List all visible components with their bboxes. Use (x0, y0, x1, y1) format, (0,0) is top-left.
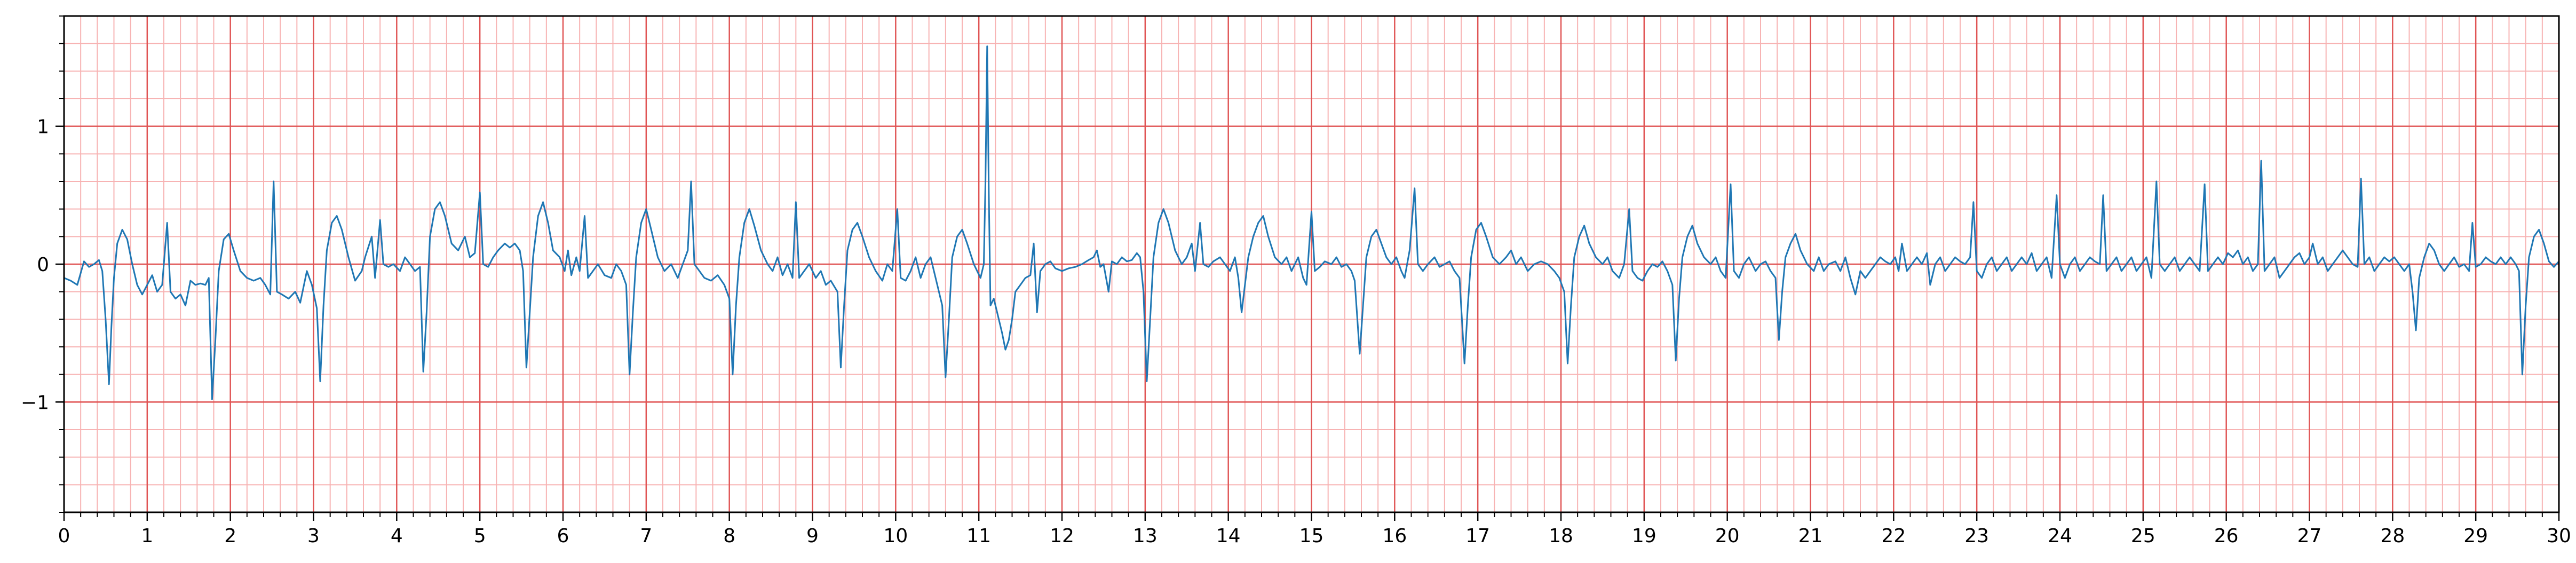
x-tick-label: 14 (1216, 525, 1241, 547)
x-tick-label: 10 (883, 525, 908, 547)
y-tick-label: 1 (37, 116, 49, 138)
x-tick-label: 30 (2547, 525, 2571, 547)
x-tick-label: 19 (1632, 525, 1656, 547)
x-tick-label: 18 (1549, 525, 1573, 547)
x-tick-label: 6 (557, 525, 569, 547)
x-tick-label: 11 (966, 525, 991, 547)
x-tick-label: 9 (806, 525, 819, 547)
x-tick-label: 24 (2048, 525, 2072, 547)
x-tick-label: 7 (640, 525, 652, 547)
x-tick-label: 23 (1964, 525, 1989, 547)
y-tick-label: −1 (21, 392, 49, 414)
major-gridlines (63, 16, 2560, 512)
x-tick-label: 8 (723, 525, 735, 547)
x-tick-label: 15 (1299, 525, 1324, 547)
x-tick-label: 5 (474, 525, 486, 547)
x-tick-label: 25 (2131, 525, 2155, 547)
x-tick-label: 0 (58, 525, 70, 547)
x-tick-label: 2 (224, 525, 236, 547)
ecg-trace-line (64, 45, 2560, 400)
x-tick-label: 4 (391, 525, 403, 547)
x-tick-label: 28 (2380, 525, 2405, 547)
x-tick-label: 3 (307, 525, 320, 547)
ecg-trace-layer (64, 45, 2560, 400)
y-tick-label: 0 (37, 254, 49, 276)
x-tick-label: 13 (1133, 525, 1158, 547)
y-axis: −1 0 1 (21, 15, 64, 513)
x-tick-label: 21 (1798, 525, 1823, 547)
x-tick-label: 22 (1881, 525, 1906, 547)
x-tick-label: 17 (1465, 525, 1490, 547)
x-tick-label: 27 (2297, 525, 2322, 547)
x-axis: 0 1 2 3 4 5 6 7 8 9 10 11 12 13 14 15 16 17 18 19 20 21 22 23 24… (58, 512, 2571, 547)
x-tick-label: 29 (2463, 525, 2488, 547)
x-tick-label: 16 (1382, 525, 1407, 547)
x-tick-label: 1 (141, 525, 153, 547)
x-tick-label: 12 (1050, 525, 1074, 547)
x-tick-label: 26 (2214, 525, 2239, 547)
x-tick-label: 20 (1715, 525, 1740, 547)
